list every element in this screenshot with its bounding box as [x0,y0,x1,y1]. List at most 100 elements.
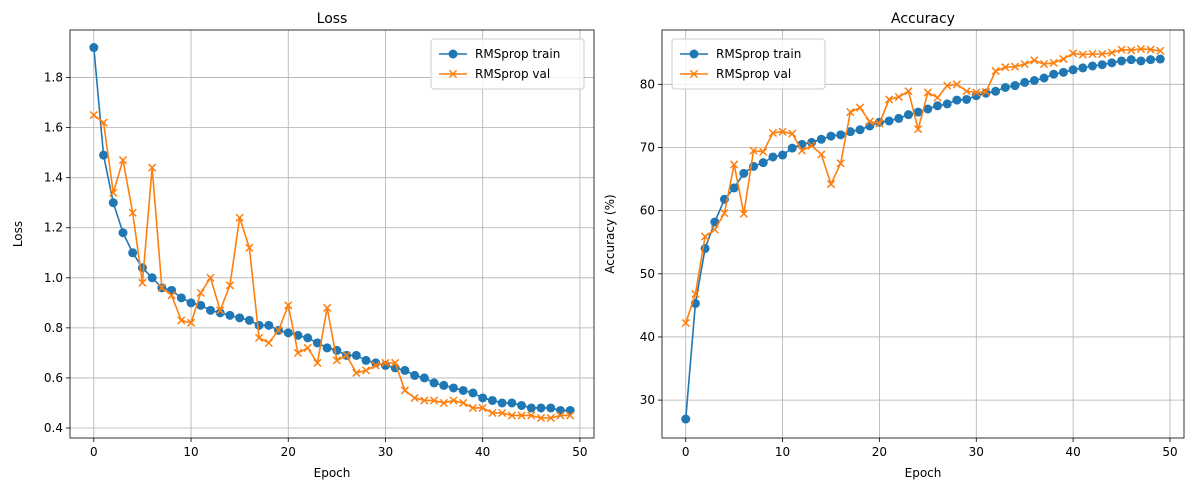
loss-series-val [89,110,575,423]
data-point [196,300,206,310]
data-point [1136,44,1146,54]
accuracy-legend-box [671,38,826,90]
data-point [381,358,390,368]
data-point [157,283,167,292]
data-point [546,413,555,423]
data-point [527,411,536,420]
x-tick-label: 10 [183,445,198,459]
data-point [914,125,923,134]
data-point [89,110,98,120]
data-point [517,400,527,410]
data-point [536,403,546,413]
data-point [768,152,778,162]
data-point [1020,77,1030,87]
data-point [235,213,244,222]
data-point [981,88,991,98]
data-point [225,310,235,320]
data-point [836,130,846,140]
data-point [730,160,739,169]
data-point [836,159,845,168]
loss-chart-xlabel: Epoch [314,466,351,480]
data-point [758,158,768,168]
data-point [1155,54,1165,64]
data-point [1087,61,1097,71]
data-point [1001,63,1010,72]
loss-legend-entry-val: RMSprop val [439,67,550,81]
data-point [1117,56,1127,66]
legend-marker [448,69,458,79]
data-point [778,150,788,160]
data-point [923,104,933,114]
data-point [778,127,787,136]
data-point [420,396,429,405]
data-point [507,398,517,408]
data-point [729,183,739,193]
data-point [517,411,526,420]
data-point [972,88,981,97]
data-point [391,358,400,368]
data-point [274,326,283,335]
data-point [322,343,332,353]
accuracy-chart-grid [662,30,1184,438]
data-point [691,289,700,299]
y-tick-label: 30 [640,393,655,407]
data-point [971,91,981,101]
data-point [566,411,575,420]
loss-legend-entry-train: RMSprop train [439,47,560,61]
data-point [1146,45,1155,54]
legend-marker [448,49,458,59]
data-point [991,86,1001,96]
data-point [361,366,371,375]
data-point [186,318,196,327]
data-point [1097,60,1107,70]
data-point [313,358,322,368]
y-tick-label: 50 [640,267,655,281]
data-point [1039,59,1049,69]
data-point [739,209,748,218]
data-point [739,168,749,178]
y-tick-label: 0.6 [44,371,63,385]
accuracy-series-val [681,44,1165,328]
data-point [244,315,254,325]
loss-chart: Loss Epoch Loss 0 10 20 30 40 50 0.4 0.6 0.8 1.0 1… [11,11,595,480]
data-point [458,385,468,395]
data-point [109,188,118,197]
data-point [410,370,420,380]
data-point [361,355,371,365]
data-point [1059,54,1068,64]
data-point [400,386,410,395]
y-tick-label: 1.2 [44,221,63,235]
y-tick-label: 1.0 [44,271,63,285]
data-point [826,179,836,189]
data-point [1010,62,1020,71]
data-point [284,301,293,310]
data-point [1049,69,1059,79]
data-point [351,350,361,360]
data-point [884,116,894,126]
data-point [681,318,690,328]
data-point [478,403,487,413]
data-point [1049,58,1058,67]
x-tick-label: 20 [281,445,296,459]
data-point [1068,49,1078,58]
data-point [439,398,448,408]
data-point [1030,56,1039,65]
data-point [1146,55,1156,65]
data-point [903,110,913,120]
data-point [884,95,894,104]
accuracy-legend-label-train: RMSprop train [716,47,801,61]
data-point [1136,56,1146,66]
loss-chart-grid [70,30,594,438]
data-point [148,163,157,172]
data-point [215,308,225,318]
loss-chart-legend: RMSprop train RMSprop val [430,38,585,90]
data-point [487,395,497,405]
data-point [788,129,797,138]
data-point [147,273,157,283]
data-point [1010,81,1020,91]
data-point [449,396,458,405]
data-point [904,87,913,96]
data-point [556,411,565,420]
data-point [1039,73,1049,83]
